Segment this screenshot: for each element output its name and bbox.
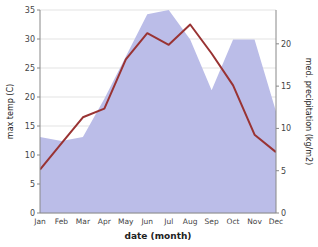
plot-area xyxy=(40,10,276,213)
y2-tick xyxy=(276,213,279,214)
y-tick-label: 10 xyxy=(25,151,35,160)
y2-tick xyxy=(276,86,279,87)
y-tick-label: 30 xyxy=(25,35,35,44)
y-tick xyxy=(37,39,40,40)
y-tick-label: 20 xyxy=(25,93,35,102)
y-tick xyxy=(37,184,40,185)
y2-tick-label: 15 xyxy=(281,82,291,91)
x-tick-label: Mar xyxy=(76,217,91,226)
x-tick-label: May xyxy=(118,217,134,226)
grid xyxy=(40,10,276,213)
x-tick-label: Jun xyxy=(140,217,153,226)
y2-tick xyxy=(276,43,279,44)
grid-line xyxy=(40,10,276,11)
y-tick xyxy=(37,97,40,98)
x-tick-label: Oct xyxy=(227,217,240,226)
y2-axis-line xyxy=(276,10,277,213)
y2-tick-label: 10 xyxy=(281,124,291,133)
y2-tick-label: 20 xyxy=(281,40,291,49)
chart: 0510152025303505101520JanFebMarAprMayJun… xyxy=(0,0,318,247)
area xyxy=(40,10,276,213)
y-axis-title: max temp (C) xyxy=(6,84,15,139)
y-tick-label: 15 xyxy=(25,122,35,131)
x-tick-label: Dec xyxy=(269,217,284,226)
y-tick-label: 25 xyxy=(25,64,35,73)
x-tick-label: Jan xyxy=(33,217,46,226)
x-tick-label: Aug xyxy=(183,217,198,226)
x-tick-label: Jul xyxy=(163,217,173,226)
x-tick-label: Sep xyxy=(205,217,219,226)
line xyxy=(40,25,276,170)
y2-tick-label: 5 xyxy=(281,167,286,176)
x-axis-line xyxy=(40,213,276,214)
y2-tick xyxy=(276,170,279,171)
x-axis-title: date (month) xyxy=(125,231,192,241)
grid-line xyxy=(40,213,276,214)
y-tick xyxy=(37,126,40,127)
x-tick-label: Nov xyxy=(247,217,262,226)
y-tick-label: 35 xyxy=(25,6,35,15)
y2-axis-title: med. precipitation (kg/m2) xyxy=(304,58,313,165)
y-axis-line xyxy=(40,10,41,213)
y-tick xyxy=(37,213,40,214)
y2-tick xyxy=(276,128,279,129)
x-tick-label: Apr xyxy=(98,217,112,226)
y-tick xyxy=(37,10,40,11)
x-tick-label: Feb xyxy=(55,217,69,226)
y-tick xyxy=(37,68,40,69)
axes: 0510152025303505101520JanFebMarAprMayJun… xyxy=(25,6,291,226)
y-tick-label: 5 xyxy=(30,180,35,189)
y-tick xyxy=(37,155,40,156)
